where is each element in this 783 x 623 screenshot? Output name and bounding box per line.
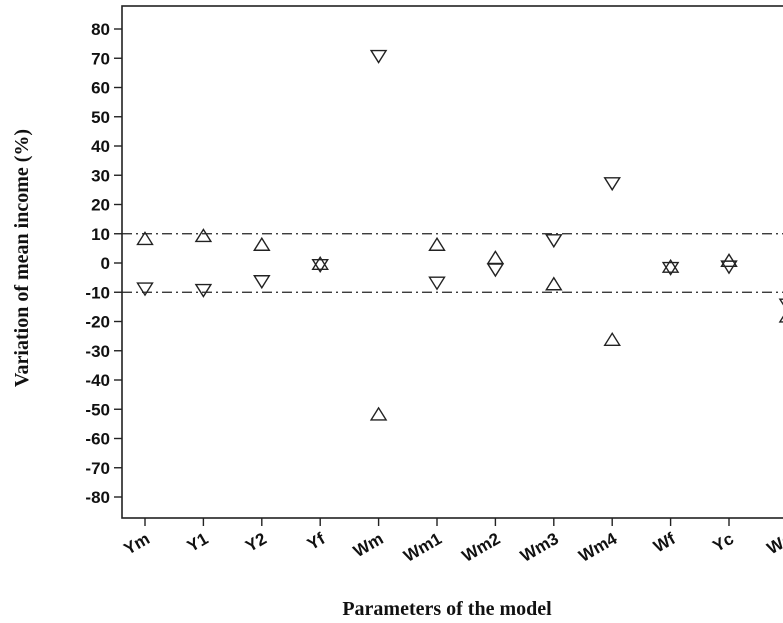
x-tick-label: Ym — [121, 529, 153, 559]
x-tick-label: Yc — [709, 529, 737, 556]
triangle-down-point — [603, 177, 621, 192]
triangle-down-point — [136, 282, 154, 297]
y-tick-label: 60 — [91, 79, 110, 98]
x-tick-label: Wm4 — [576, 529, 621, 566]
triangle-up-point — [136, 231, 154, 246]
triangle-down-point — [253, 275, 271, 290]
plot-area: 80 70 60 50 40 30 20 10 0 -10 -20 -30 -40 -50 -60 -70 -8… — [85, 5, 783, 566]
triangle-down-point — [369, 49, 388, 64]
x-tick-label: Wm2 — [459, 529, 504, 566]
triangle-up-point — [253, 236, 271, 251]
y-tick-label: -10 — [85, 283, 110, 302]
triangle-up-point — [369, 406, 388, 421]
triangle-up-point — [428, 236, 446, 251]
x-tick-label: Wc — [764, 529, 783, 558]
y-tick-label: -70 — [85, 459, 110, 478]
y-axis-label: Variation of mean income (%) — [11, 129, 33, 387]
triangle-down-point — [486, 263, 505, 278]
triangle-up-point — [194, 228, 213, 243]
y-tick-label: 50 — [91, 108, 110, 127]
y-tick-label: -50 — [85, 400, 110, 419]
y-tick-label: 40 — [91, 137, 110, 156]
x-tick-label: Yf — [304, 529, 329, 554]
plot-frame — [121, 5, 783, 519]
y-tick-label: -30 — [85, 342, 110, 361]
x-tick-label: Wf — [650, 529, 679, 556]
triangle-down-point — [545, 234, 563, 249]
x-axis-label: Parameters of the model — [342, 598, 552, 620]
x-tick-label: Wm3 — [517, 529, 562, 566]
x-tick-label: Wm1 — [400, 529, 445, 566]
triangle-up-point — [661, 258, 680, 273]
y-tick-label: -20 — [85, 313, 110, 332]
y-tick-label: 80 — [91, 20, 110, 39]
y-tick-label: 10 — [91, 225, 110, 244]
triangle-up-point — [603, 331, 621, 347]
y-tick-label: 0 — [101, 254, 110, 273]
triangle-down-point — [194, 283, 213, 298]
y-tick-label: 20 — [91, 196, 110, 215]
triangle-up-point — [486, 250, 505, 265]
triangle-down-point — [661, 261, 680, 276]
triangle-down-point — [720, 260, 738, 275]
triangle-down-point — [311, 258, 329, 273]
x-tick-label: Wm — [350, 529, 386, 561]
y-tick-label: -40 — [85, 371, 110, 390]
y-tick-label: 70 — [91, 49, 110, 68]
triangle-up-point — [545, 276, 563, 291]
y-tick-label: 30 — [91, 166, 110, 185]
x-tick-label: Y1 — [184, 529, 212, 556]
triangle-down-point — [428, 276, 446, 291]
triangle-up-point — [311, 255, 329, 270]
x-tick-label: Y2 — [242, 529, 270, 556]
y-tick-label: -60 — [85, 430, 110, 449]
triangle-up-point — [720, 253, 738, 268]
y-tick-label: -80 — [85, 488, 110, 507]
